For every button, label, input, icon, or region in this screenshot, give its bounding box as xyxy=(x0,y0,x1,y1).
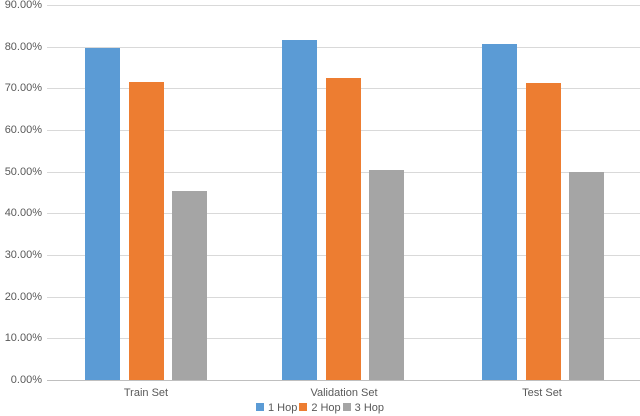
bar-3-hop-validation-set xyxy=(369,170,404,380)
y-tick-label: 60.00% xyxy=(4,124,42,136)
y-tick-label: 20.00% xyxy=(4,291,42,303)
y-tick-label: 90.00% xyxy=(4,0,42,11)
bar-3-hop-test-set xyxy=(569,172,604,380)
y-tick-label: 80.00% xyxy=(4,41,42,53)
y-tick-label: 70.00% xyxy=(4,82,42,94)
bar-2-hop-validation-set xyxy=(325,77,361,380)
legend-item: 3 Hop xyxy=(342,402,385,414)
legend-swatch-icon xyxy=(255,403,264,411)
gridline xyxy=(47,5,640,6)
x-tick-label: Validation Set xyxy=(310,387,378,399)
legend-label: 1 Hop xyxy=(267,402,298,414)
y-tick-label: 0.00% xyxy=(10,374,42,386)
legend-item: 2 Hop xyxy=(299,402,341,414)
legend-swatch-icon xyxy=(342,403,351,411)
legend-label: 3 Hop xyxy=(354,402,385,414)
y-tick-label: 10.00% xyxy=(4,332,42,344)
bar-3-hop-train-set xyxy=(172,190,207,380)
bar-2-hop-train-set xyxy=(128,81,164,380)
legend-swatch-icon xyxy=(299,403,308,411)
gridline xyxy=(47,47,640,48)
bar-1-hop-train-set xyxy=(85,47,120,380)
x-axis-line xyxy=(47,380,640,381)
y-tick-label: 30.00% xyxy=(4,249,42,261)
y-tick-label: 50.00% xyxy=(4,166,42,178)
bar-2-hop-test-set xyxy=(525,82,561,380)
x-tick-label: Train Set xyxy=(123,387,169,399)
bar-1-hop-test-set xyxy=(482,43,517,380)
y-tick-label: 40.00% xyxy=(4,207,42,219)
bar-1-hop-validation-set xyxy=(282,40,317,380)
legend-label: 2 Hop xyxy=(311,402,341,414)
x-tick-label: Test Set xyxy=(522,387,562,399)
legend: 1 Hop 2 Hop 3 Hop xyxy=(0,402,640,414)
legend-item: 1 Hop xyxy=(255,402,298,414)
